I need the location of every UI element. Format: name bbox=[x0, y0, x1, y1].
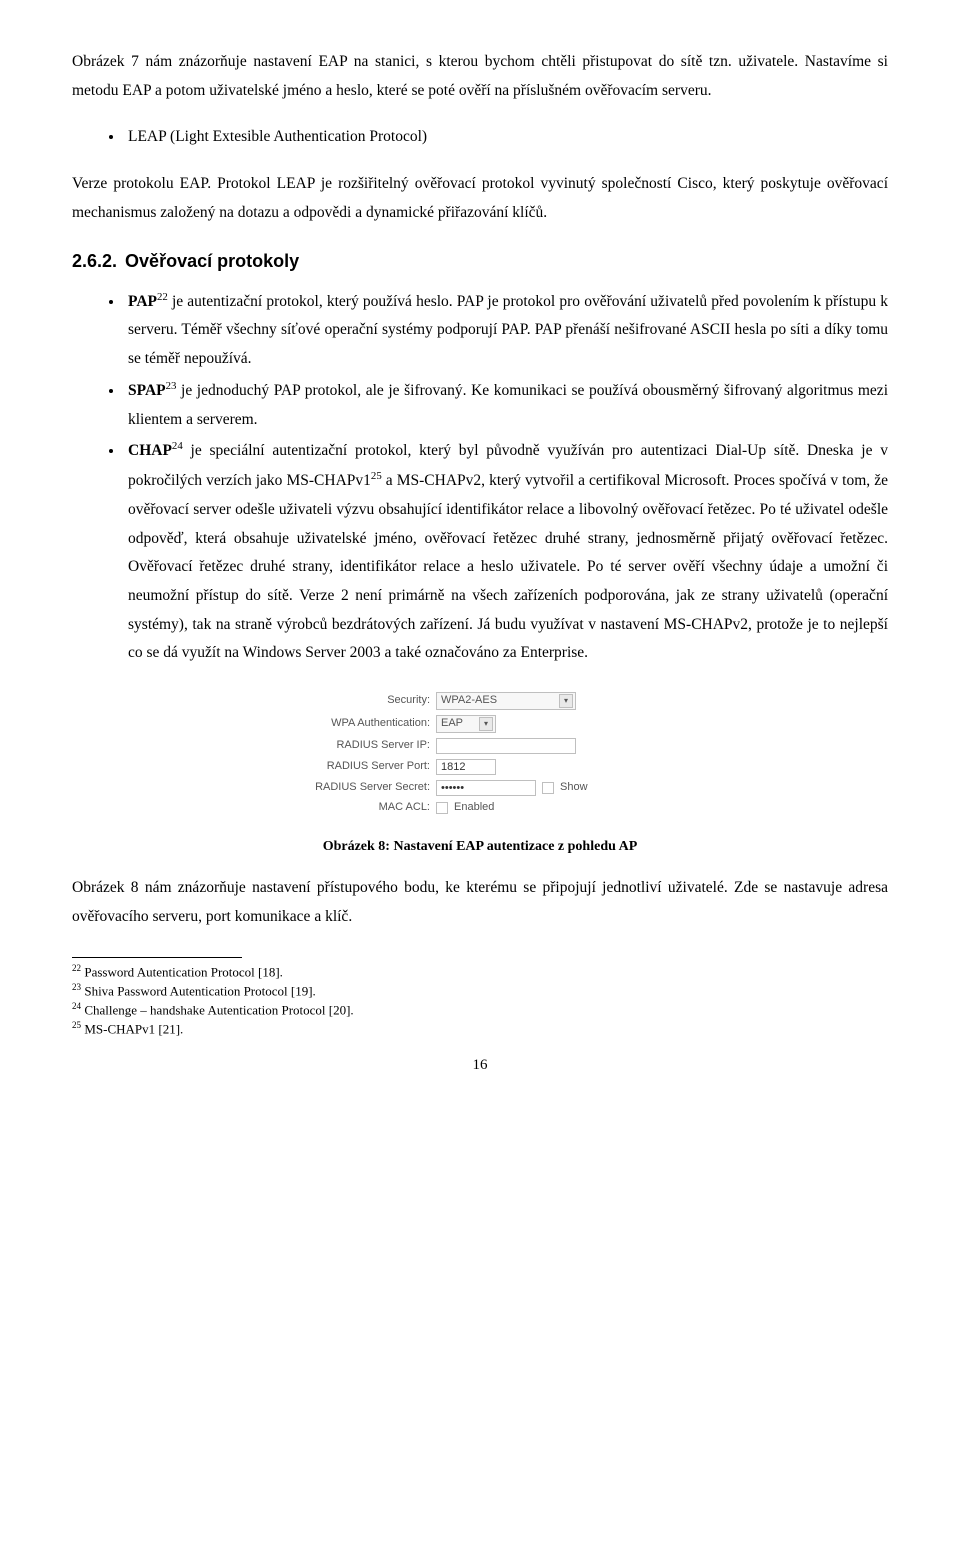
intro-paragraph: Obrázek 7 nám znázorňuje nastavení EAP n… bbox=[72, 48, 888, 105]
figure-caption: Obrázek 8: Nastavení EAP autentizace z p… bbox=[72, 834, 888, 860]
leap-bullet: LEAP (Light Extesible Authentication Pro… bbox=[124, 123, 888, 152]
checkbox-show[interactable] bbox=[542, 782, 554, 794]
label-radius-port: RADIUS Server Port: bbox=[300, 760, 430, 773]
select-security-value: WPA2-AES bbox=[441, 694, 497, 707]
footnote-24: 24 Challenge – handshake Autentication P… bbox=[72, 1000, 888, 1019]
spap-text: je jednoduchý PAP protokol, ale je šifro… bbox=[128, 382, 888, 428]
chap-label: CHAP bbox=[128, 442, 172, 459]
leap-title: LEAP (Light Extesible Authentication Pro… bbox=[128, 128, 427, 145]
row-radius-port: RADIUS Server Port: bbox=[300, 759, 660, 775]
row-mac-acl: MAC ACL: Enabled bbox=[300, 801, 660, 814]
label-wpa-auth: WPA Authentication: bbox=[300, 717, 430, 730]
chevron-down-icon: ▾ bbox=[559, 694, 573, 708]
page-number: 16 bbox=[72, 1052, 888, 1080]
subsection-number: 2.6.2. bbox=[72, 245, 117, 278]
footnotes-separator bbox=[72, 957, 242, 958]
row-wpa-auth: WPA Authentication: EAP ▾ bbox=[300, 715, 660, 733]
input-radius-port[interactable] bbox=[436, 759, 496, 775]
subsection-header: 2.6.2. Ověřovací protokoly bbox=[72, 245, 888, 278]
spap-footnote-ref: 23 bbox=[166, 380, 177, 392]
protocol-spap: SPAP23 je jednoduchý PAP protokol, ale j… bbox=[124, 376, 888, 435]
label-security: Security: bbox=[300, 694, 430, 707]
input-radius-secret[interactable] bbox=[436, 780, 536, 796]
label-radius-secret: RADIUS Server Secret: bbox=[300, 781, 430, 794]
footnote-25: 25 MS-CHAPv1 [21]. bbox=[72, 1019, 888, 1038]
row-radius-ip: RADIUS Server IP: bbox=[300, 738, 660, 754]
input-radius-ip[interactable] bbox=[436, 738, 576, 754]
checkbox-enabled[interactable] bbox=[436, 802, 448, 814]
label-show: Show bbox=[560, 781, 588, 794]
protocol-pap: PAP22 je autentizační protokol, který po… bbox=[124, 287, 888, 374]
chevron-down-icon: ▾ bbox=[479, 717, 493, 731]
protocol-chap: CHAP24 je speciální autentizační protoko… bbox=[124, 436, 888, 668]
row-security: Security: WPA2-AES ▾ bbox=[300, 692, 660, 710]
pap-text: je autentizační protokol, který používá … bbox=[128, 293, 888, 367]
spap-label: SPAP bbox=[128, 382, 166, 399]
label-radius-ip: RADIUS Server IP: bbox=[300, 739, 430, 752]
ap-config-form: Security: WPA2-AES ▾ WPA Authentication:… bbox=[300, 692, 660, 814]
footnote-23: 23 Shiva Password Autentication Protocol… bbox=[72, 981, 888, 1000]
chap-footnote-ref: 24 bbox=[172, 440, 183, 452]
chap-footnote-ref2: 25 bbox=[371, 470, 382, 482]
select-wpa-auth[interactable]: EAP ▾ bbox=[436, 715, 496, 733]
chap-text-b: a MS-CHAPv2, který vytvořil a certifikov… bbox=[128, 472, 888, 661]
label-enabled: Enabled bbox=[454, 801, 494, 814]
footnote-22: 22 Password Autentication Protocol [18]. bbox=[72, 962, 888, 981]
pap-label: PAP bbox=[128, 293, 157, 310]
row-radius-secret: RADIUS Server Secret: Show bbox=[300, 780, 660, 796]
subsection-title: Ověřovací protokoly bbox=[125, 245, 299, 278]
select-security[interactable]: WPA2-AES ▾ bbox=[436, 692, 576, 710]
label-mac-acl: MAC ACL: bbox=[300, 801, 430, 814]
closing-paragraph: Obrázek 8 nám znázorňuje nastavení příst… bbox=[72, 874, 888, 931]
leap-paragraph: Verze protokolu EAP. Protokol LEAP je ro… bbox=[72, 170, 888, 227]
select-wpa-auth-value: EAP bbox=[441, 717, 463, 730]
footnotes: 22 Password Autentication Protocol [18].… bbox=[72, 962, 888, 1038]
pap-footnote-ref: 22 bbox=[157, 291, 168, 303]
